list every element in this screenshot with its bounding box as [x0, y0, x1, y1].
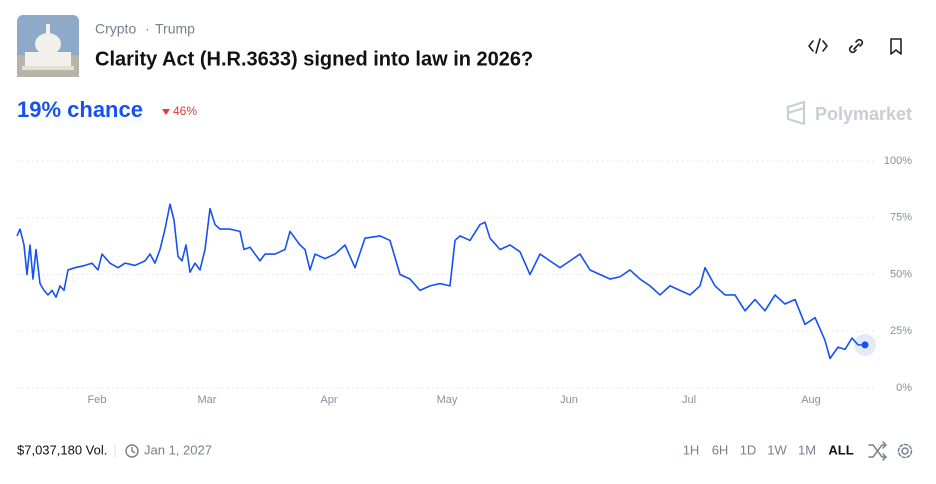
volume: $7,037,180 Vol.	[17, 442, 107, 457]
separator: ·	[145, 21, 150, 37]
range-button[interactable]: 1M	[798, 442, 816, 457]
range-button[interactable]: 1H	[683, 442, 700, 457]
down-arrow	[162, 109, 170, 115]
settings-button[interactable]	[897, 443, 913, 459]
x-tick-label: Jul	[682, 394, 696, 406]
x-tick-label: Feb	[88, 394, 107, 406]
brand: Polymarket	[815, 104, 912, 124]
range-button[interactable]: 1W	[767, 442, 787, 457]
shuffle-button[interactable]	[868, 441, 888, 461]
range-button[interactable]: 1D	[740, 442, 757, 457]
y-tick-label: 100%	[884, 155, 912, 167]
tag[interactable]: Trump	[155, 21, 195, 37]
change: 46%	[173, 104, 197, 118]
brand-logo	[786, 100, 806, 126]
range-button[interactable]: ALL	[828, 442, 853, 457]
x-tick-label: Aug	[801, 394, 821, 406]
y-tick-label: 0%	[896, 382, 912, 394]
clock-icon	[125, 444, 139, 458]
end-date: Jan 1, 2027	[144, 442, 212, 457]
range-button[interactable]: 6H	[712, 442, 729, 457]
link-button[interactable]	[848, 38, 864, 54]
x-tick-label: Apr	[320, 394, 337, 406]
y-tick-label: 25%	[890, 325, 912, 337]
price-line	[16, 203, 865, 360]
tag[interactable]: Crypto	[95, 21, 136, 37]
y-tick-label: 50%	[890, 268, 912, 280]
chance: 19% chance	[17, 97, 143, 122]
x-tick-label: May	[437, 394, 458, 406]
bookmark-button[interactable]	[890, 38, 902, 55]
embed-button[interactable]	[808, 38, 828, 54]
x-tick-label: Jun	[560, 394, 578, 406]
current-point	[861, 341, 869, 349]
market-title: Clarity Act (H.R.3633) signed into law i…	[95, 48, 533, 70]
market-image	[17, 15, 79, 77]
x-tick-label: Mar	[198, 394, 217, 406]
y-tick-label: 75%	[890, 212, 912, 224]
